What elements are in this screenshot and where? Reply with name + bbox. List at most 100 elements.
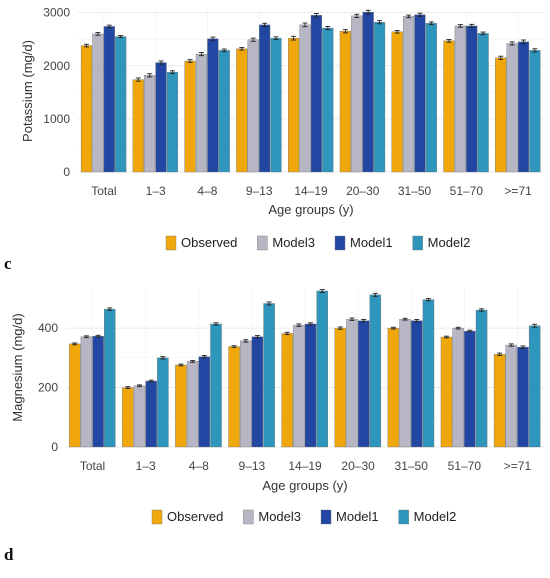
x-tick-label: 9–13	[239, 459, 266, 473]
bar-model1-8	[517, 346, 529, 448]
legend-label-observed: Observed	[167, 509, 223, 524]
bar-observed-7	[440, 336, 453, 448]
bar-model2-0	[104, 308, 116, 448]
bar-model1-0	[103, 26, 115, 173]
legend-label-model2: Model2	[428, 235, 471, 250]
legend: Observed Model3 Model1 Model2	[165, 235, 471, 251]
bar-model3-2	[186, 361, 199, 448]
bar-observed-8	[493, 354, 506, 448]
bar-model1-6	[411, 320, 423, 448]
bar-model3-7	[454, 25, 466, 173]
bar-model1-1	[155, 62, 167, 173]
x-tick-label: Total	[80, 459, 105, 473]
bar-model2-8	[528, 325, 541, 448]
bar-model3-8	[505, 344, 518, 448]
x-tick-label: 20–30	[346, 184, 380, 198]
x-tick-label: 9–13	[246, 184, 273, 198]
x-axis-title: Age groups (y)	[268, 202, 353, 217]
bar-model3-0	[92, 33, 104, 173]
legend-label-model2: Model2	[414, 509, 457, 524]
bar-model2-5	[369, 294, 382, 448]
bar-observed-8	[495, 57, 507, 173]
bar-model2-0	[115, 36, 127, 173]
bar-model1-3	[251, 336, 264, 448]
x-tick-label: 14–19	[294, 184, 328, 198]
bar-model2-7	[477, 33, 489, 173]
x-tick-label: 51–70	[450, 184, 484, 198]
legend-swatch-model2	[398, 509, 409, 525]
bar-model3-2	[195, 53, 208, 173]
x-tick-label: >=71	[504, 184, 532, 198]
bar-model3-6	[402, 16, 415, 173]
legend-swatch-model1	[334, 235, 346, 251]
bar-model1-5	[362, 11, 374, 173]
y-axis-title: Potassium (mg/d)	[20, 40, 35, 142]
bar-observed-1	[122, 387, 134, 448]
bar-observed-3	[228, 346, 240, 448]
x-axis-title: Age groups (y)	[262, 478, 347, 493]
bar-model1-4	[304, 323, 317, 448]
bar-model2-1	[157, 357, 169, 448]
bar-observed-0	[80, 45, 93, 173]
bar-model1-2	[198, 356, 211, 448]
bar-model1-3	[259, 24, 271, 173]
bar-model3-1	[144, 75, 156, 173]
y-tick-label: 200	[38, 381, 58, 395]
bar-model2-6	[425, 23, 437, 173]
y-tick-label: 0	[51, 440, 58, 454]
bar-model2-4	[316, 290, 328, 448]
bar-observed-6	[387, 327, 400, 448]
bar-model2-1	[166, 71, 179, 173]
legend-swatch-observed	[165, 235, 177, 251]
x-tick-label: 1–3	[146, 184, 166, 198]
legend-label-model3: Model3	[258, 509, 301, 524]
bar-model1-5	[357, 320, 370, 448]
x-tick-label: 4–8	[189, 459, 209, 473]
x-tick-label: 20–30	[341, 459, 375, 473]
x-tick-label: >=71	[504, 459, 532, 473]
bar-model1-0	[92, 335, 104, 448]
bar-model1-4	[310, 15, 322, 173]
bar-model2-3	[263, 303, 275, 448]
bar-model2-4	[322, 27, 334, 173]
bar-observed-2	[184, 60, 196, 173]
legend-label-model1: Model1	[336, 509, 379, 524]
bar-model3-4	[299, 24, 311, 173]
x-tick-label: 51–70	[448, 459, 482, 473]
y-tick-label: 3000	[43, 6, 70, 20]
legend-swatch-model2	[412, 235, 423, 251]
legend-swatch-model1	[320, 509, 332, 525]
bar-model2-6	[422, 299, 435, 448]
x-tick-label: Total	[91, 184, 116, 198]
bar-model1-2	[207, 38, 219, 173]
bar-model2-2	[218, 50, 230, 173]
legend-swatch-model3	[257, 235, 268, 251]
bar-model3-4	[293, 324, 305, 448]
y-axis-title: Magnesium (mg/d)	[10, 313, 25, 421]
bar-model2-5	[373, 22, 386, 173]
y-tick-label: 1000	[43, 112, 70, 126]
bar-model3-5	[346, 319, 358, 448]
legend: Observed Model3 Model1 Model2	[151, 509, 457, 525]
legend-label-observed: Observed	[181, 235, 237, 250]
bar-observed-7	[443, 40, 455, 173]
bar-model1-6	[414, 14, 426, 173]
bar-observed-2	[175, 364, 187, 448]
bar-model2-3	[270, 37, 282, 173]
bar-model3-0	[80, 336, 93, 448]
bar-model2-7	[475, 309, 488, 448]
y-tick-label: 0	[63, 165, 70, 179]
bar-model3-6	[399, 319, 411, 448]
legend-label-model3: Model3	[272, 235, 315, 250]
bar-model1-7	[464, 330, 476, 448]
y-tick-label: 400	[38, 321, 58, 335]
bar-model3-3	[240, 340, 252, 448]
bar-observed-4	[288, 37, 300, 173]
panel-letter-c: c	[4, 254, 12, 273]
panel-letter-d: d	[4, 545, 14, 564]
bar-observed-0	[68, 343, 81, 448]
bar-model3-1	[133, 385, 146, 448]
bar-observed-5	[339, 31, 351, 173]
bar-observed-1	[132, 79, 144, 173]
